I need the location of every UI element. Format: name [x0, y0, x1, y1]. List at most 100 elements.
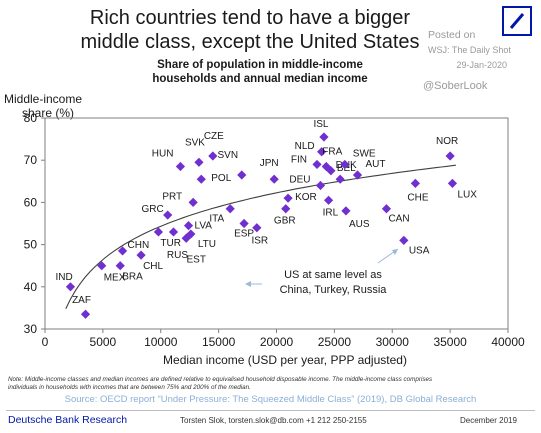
point-label-irl: IRL	[323, 207, 339, 218]
y-axis-label: Middle-income share (%)	[4, 92, 84, 120]
point-bra	[115, 261, 125, 271]
point-label-bel: BEL	[337, 163, 356, 174]
deutsche-bank-logo	[502, 6, 532, 36]
y-tick-label: 60	[24, 195, 38, 209]
x-tick-label: 20000	[260, 335, 294, 349]
point-deu	[315, 180, 326, 191]
point-label-pol: POL	[211, 173, 231, 184]
x-tick-label: 35000	[433, 335, 467, 349]
y-tick-label: 50	[24, 238, 38, 252]
point-label-lva: LVA	[195, 221, 213, 232]
point-aus	[341, 206, 351, 216]
point-label-ita: ITA	[209, 214, 224, 225]
point-rus	[168, 227, 179, 237]
point-label-bra: BRA	[122, 272, 143, 283]
point-label-nor: NOR	[436, 136, 458, 147]
point-kor	[283, 193, 293, 203]
point-esp	[239, 218, 249, 229]
x-tick-label: 10000	[144, 335, 178, 349]
x-tick-label: 30000	[376, 335, 410, 349]
twitter-handle: @SoberLook	[423, 80, 488, 92]
point-gbr	[281, 204, 291, 214]
point-label-aus: AUS	[349, 219, 370, 230]
point-label-grc: GRC	[141, 204, 163, 215]
point-chn	[117, 246, 128, 256]
point-isr	[252, 223, 262, 233]
point-label-prt: PRT	[162, 191, 182, 202]
x-axis-label: Median income (USD per year, PPP adjuste…	[163, 353, 407, 367]
y-axis-label-line-1: Middle-income	[4, 92, 83, 106]
point-label-mex: MEX	[104, 273, 126, 284]
point-nor	[445, 151, 455, 161]
point-isl	[319, 132, 329, 142]
point-label-gbr: GBR	[274, 216, 296, 227]
point-label-isl: ISL	[313, 119, 328, 130]
point-label-hun: HUN	[152, 149, 174, 160]
point-dnk	[335, 174, 345, 184]
point-nld	[317, 147, 327, 157]
x-tick-label: 15000	[202, 335, 236, 349]
y-tick-label: 70	[24, 153, 38, 167]
point-pol	[196, 174, 206, 184]
footer-contact: Torsten Slok, torsten.slok@db.com +1 212…	[180, 416, 367, 425]
x-tick-label: 25000	[318, 335, 352, 349]
footer-divider	[6, 410, 535, 411]
point-svk	[194, 157, 204, 167]
annotation-arrowhead-us	[392, 249, 398, 255]
point-label-est: EST	[186, 254, 205, 265]
headline-line-1: Rich countries tend to have a bigger	[89, 7, 411, 29]
point-label-swe: SWE	[353, 148, 376, 159]
chart-title-line-1: Share of population in middle-income	[157, 59, 363, 71]
point-label-can: CAN	[388, 214, 409, 225]
posted-source: WSJ: The Daily Shot	[428, 45, 511, 55]
point-can	[381, 204, 392, 214]
y-axis-label-line-2: share (%)	[22, 106, 75, 120]
point-label-chn: CHN	[128, 240, 150, 251]
footer-organization: Deutsche Bank Research	[8, 414, 128, 426]
point-lva	[183, 221, 194, 231]
point-label-nld: NLD	[295, 141, 315, 152]
footnote: Note: Middle-income classes and median i…	[8, 376, 533, 392]
point-fin	[312, 159, 322, 170]
point-jpn	[269, 174, 279, 184]
point-label-cze: CZE	[204, 131, 224, 142]
chart-title: Share of population in middle-income hou…	[110, 58, 410, 86]
point-bel	[326, 166, 336, 176]
point-mex	[97, 261, 107, 271]
point-irl	[323, 195, 334, 205]
y-tick-label: 30	[24, 322, 38, 336]
point-label-fin: FIN	[291, 154, 307, 165]
y-tick-label: 40	[24, 280, 38, 294]
source-line: Source: OECD report “Under Pressure: The…	[64, 394, 477, 405]
point-label-tur: TUR	[160, 238, 181, 249]
point-aut	[352, 170, 363, 180]
annotation-line-1: US at same level as	[284, 269, 382, 281]
posted-label: Posted on	[428, 29, 476, 41]
footnote-line-2: individuals in households with incomes t…	[8, 384, 251, 391]
point-zaf	[80, 309, 91, 319]
point-label-svk: SVK	[185, 137, 205, 148]
point-ita	[225, 204, 235, 214]
trend-line	[65, 164, 456, 310]
point-label-usa: USA	[409, 245, 430, 256]
point-label-aut: AUT	[366, 159, 386, 170]
annotation-arrowhead-left	[245, 281, 251, 287]
chart-title-line-2: households and annual median income	[152, 73, 368, 85]
point-label-kor: KOR	[295, 192, 317, 203]
x-tick-label: 5000	[90, 335, 117, 349]
point-lux	[447, 178, 458, 189]
point-grc	[163, 210, 173, 220]
footnote-line-1: Note: Middle-income classes and median i…	[8, 376, 433, 383]
point-label-zaf: ZAF	[72, 295, 91, 306]
point-hun	[175, 161, 186, 172]
x-tick-label: 40000	[491, 335, 525, 349]
posted-info: Posted on WSJ: The Daily Shot 29-Jan-202…	[428, 28, 513, 73]
point-swe	[340, 159, 350, 170]
headline: Rich countries tend to have a bigger mid…	[60, 6, 440, 54]
point-tur	[153, 227, 164, 237]
point-label-ind: IND	[55, 272, 72, 283]
point-label-chl: CHL	[143, 261, 163, 272]
point-cze	[208, 151, 218, 161]
